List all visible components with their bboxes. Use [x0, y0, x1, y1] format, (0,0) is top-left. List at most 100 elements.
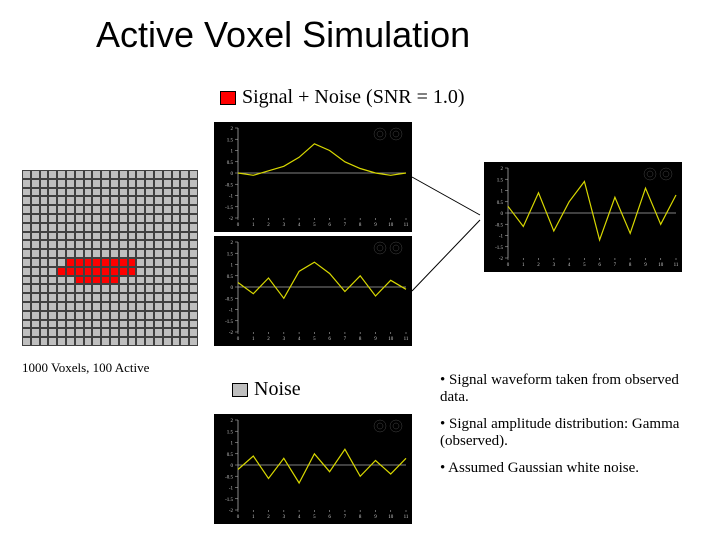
svg-text:-1: -1 [229, 195, 234, 200]
voxel-cell [31, 302, 40, 311]
voxel-cell [128, 205, 137, 214]
svg-text:2: 2 [267, 515, 270, 520]
voxel-cell [119, 337, 128, 346]
voxel-cell [57, 205, 66, 214]
voxel-cell [92, 337, 101, 346]
voxel-cell [154, 205, 163, 214]
svg-text:0: 0 [501, 212, 504, 217]
voxel-cell [163, 328, 172, 337]
voxel-cell [57, 249, 66, 258]
voxel-cell [57, 328, 66, 337]
voxel-cell [101, 267, 110, 276]
voxel-cell [128, 311, 137, 320]
voxel-cell [48, 320, 57, 329]
voxel-cell [66, 276, 75, 285]
voxel-cell [154, 258, 163, 267]
voxel-cell [136, 249, 145, 258]
voxel-cell [22, 232, 31, 241]
voxel-cell [22, 328, 31, 337]
voxel-cell [110, 214, 119, 223]
voxel-cell [101, 196, 110, 205]
voxel-cell [136, 179, 145, 188]
voxel-cell [75, 337, 84, 346]
voxel-cell [22, 302, 31, 311]
page-title: Active Voxel Simulation [96, 14, 470, 56]
voxel-cell [189, 337, 198, 346]
voxel-cell [172, 205, 181, 214]
voxel-cell [57, 258, 66, 267]
voxel-cell [66, 267, 75, 276]
voxel-cell [75, 284, 84, 293]
voxel-cell [40, 328, 49, 337]
svg-text:10: 10 [658, 263, 664, 268]
voxel-cell [163, 188, 172, 197]
voxel-cell [48, 328, 57, 337]
svg-text:1.5: 1.5 [227, 430, 234, 435]
svg-text:8: 8 [359, 515, 362, 520]
voxel-cell [128, 337, 137, 346]
voxel-cell [172, 267, 181, 276]
voxel-cell [66, 284, 75, 293]
voxel-cell [75, 170, 84, 179]
voxel-cell [172, 311, 181, 320]
voxel-cell [57, 179, 66, 188]
voxel-cell [172, 249, 181, 258]
voxel-cell [66, 223, 75, 232]
svg-text:11: 11 [404, 337, 409, 342]
svg-text:1.5: 1.5 [497, 178, 504, 183]
voxel-cell [48, 205, 57, 214]
voxel-cell [145, 267, 154, 276]
voxel-cell [66, 205, 75, 214]
svg-text:-1.5: -1.5 [225, 498, 233, 503]
svg-text:0.5: 0.5 [227, 275, 234, 280]
voxel-cell [128, 267, 137, 276]
voxel-cell [84, 337, 93, 346]
svg-text:8: 8 [359, 337, 362, 342]
voxel-cell [84, 205, 93, 214]
voxel-grid-caption: 1000 Voxels, 100 Active [22, 360, 149, 376]
voxel-cell [189, 311, 198, 320]
voxel-cell [136, 232, 145, 241]
voxel-cell [136, 328, 145, 337]
voxel-cell [57, 188, 66, 197]
voxel-cell [22, 284, 31, 293]
voxel-cell [145, 276, 154, 285]
voxel-cell [48, 188, 57, 197]
voxel-cell [31, 249, 40, 258]
voxel-cell [128, 320, 137, 329]
voxel-cell [172, 170, 181, 179]
svg-text:11: 11 [404, 515, 409, 520]
voxel-cell [75, 240, 84, 249]
voxel-cell [40, 249, 49, 258]
voxel-cell [92, 214, 101, 223]
voxel-cell [110, 205, 119, 214]
voxel-cell [31, 196, 40, 205]
voxel-cell [84, 284, 93, 293]
voxel-cell [48, 196, 57, 205]
chart-combined: -2-1.5-1-0.500.511.5201234567891011 [484, 162, 682, 272]
voxel-cell [110, 293, 119, 302]
voxel-cell [66, 188, 75, 197]
svg-text:8: 8 [629, 263, 632, 268]
voxel-cell [84, 179, 93, 188]
voxel-cell [31, 267, 40, 276]
voxel-cell [172, 214, 181, 223]
voxel-cell [154, 179, 163, 188]
voxel-cell [172, 188, 181, 197]
voxel-cell [145, 214, 154, 223]
voxel-cell [163, 240, 172, 249]
svg-text:1: 1 [501, 190, 504, 195]
svg-text:-1: -1 [229, 309, 234, 314]
voxel-cell [101, 337, 110, 346]
voxel-cell [110, 276, 119, 285]
voxel-cell [163, 196, 172, 205]
voxel-cell [154, 188, 163, 197]
voxel-cell [75, 205, 84, 214]
voxel-cell [75, 179, 84, 188]
voxel-cell [119, 240, 128, 249]
svg-text:-1.5: -1.5 [225, 206, 233, 211]
voxel-cell [110, 258, 119, 267]
voxel-cell [66, 232, 75, 241]
voxel-cell [110, 284, 119, 293]
svg-text:-0.5: -0.5 [225, 297, 233, 302]
